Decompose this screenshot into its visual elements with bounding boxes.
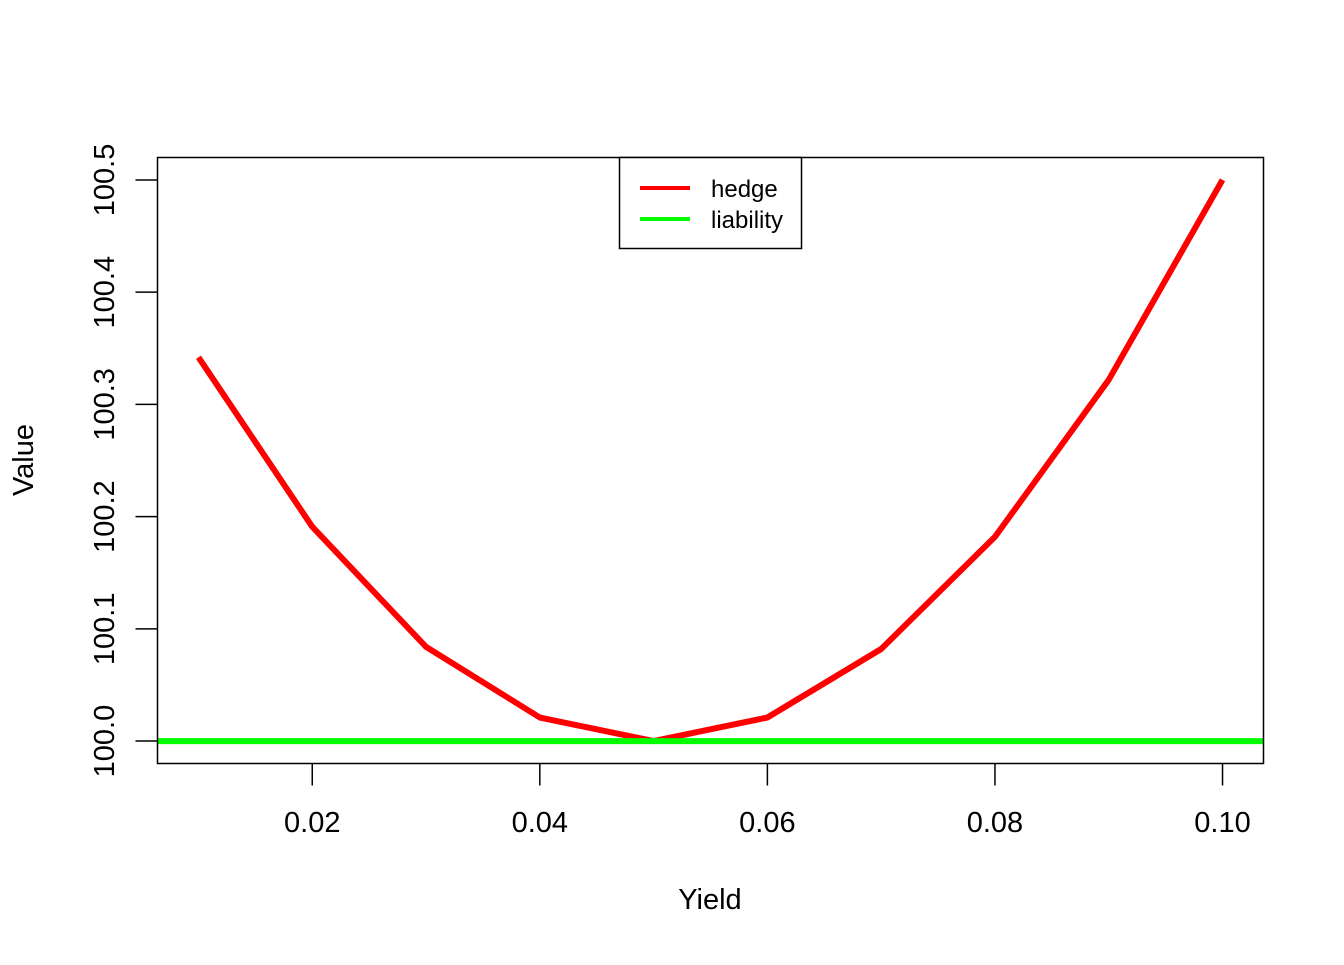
y-tick-label: 100.2 <box>89 480 121 553</box>
series-line-hedge <box>196 178 1226 745</box>
legend-label-hedge: hedge <box>711 176 778 203</box>
y-axis-label: Value <box>8 424 40 496</box>
y-axis: 100.0 100.1 100.2 100.3 100.4 100.5 <box>89 144 158 778</box>
series-layer <box>157 178 1264 745</box>
x-tick-label: 0.06 <box>739 807 795 839</box>
y-tick-label: 100.4 <box>89 256 121 329</box>
legend-box <box>618 156 803 250</box>
legend: hedge liability <box>618 156 803 250</box>
x-tick-label: 0.02 <box>284 807 340 839</box>
legend-label-liability: liability <box>711 207 783 234</box>
x-tick-label: 0.08 <box>967 807 1023 839</box>
x-axis-label: Yield <box>678 884 741 916</box>
x-tick-label: 0.04 <box>512 807 568 839</box>
y-tick-label: 100.1 <box>89 593 121 666</box>
x-tick-label: 0.10 <box>1194 807 1250 839</box>
y-tick-label: 100.5 <box>89 144 121 217</box>
y-tick-label: 100.3 <box>89 368 121 441</box>
y-tick-label: 100.0 <box>89 705 121 778</box>
x-axis: 0.02 0.04 0.06 0.08 0.10 <box>284 763 1251 839</box>
